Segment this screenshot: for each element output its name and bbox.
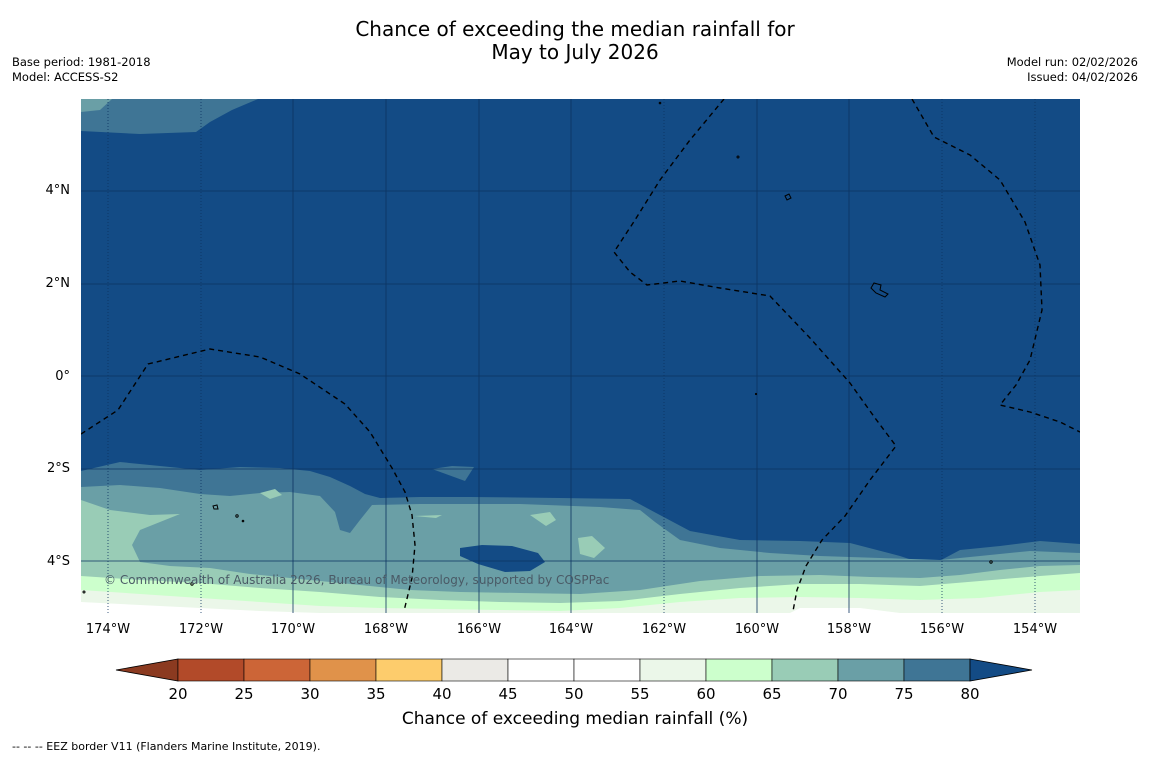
x-tick-label: 172°W <box>178 622 224 637</box>
island-swains <box>212 504 219 510</box>
eez-border-central <box>613 99 897 612</box>
contour-75-top <box>81 99 258 134</box>
colorbar-label: Chance of exceeding median rainfall (%) <box>401 709 749 729</box>
colorbar-tick-label: 30 <box>300 685 320 703</box>
contour-65-patch-a <box>260 489 282 499</box>
attribution-text: © Commonwealth of Australia 2026, Bureau… <box>104 573 609 587</box>
colorbar-tick-label: 55 <box>630 685 650 703</box>
island-samoa <box>190 582 194 586</box>
island-southwest <box>82 590 86 594</box>
footnote: -- -- -- EEZ border V11 (Flanders Marine… <box>12 740 321 753</box>
colorbar-tick-label: 60 <box>696 685 716 703</box>
island-tokelau-b <box>241 519 245 523</box>
contour-75-islet <box>432 466 474 481</box>
x-tick-label: 170°W <box>270 622 316 637</box>
y-tick-label: 4°N <box>45 183 71 198</box>
meta-left: Base period: 1981-2018 Model: ACCESS-S2 <box>12 55 151 85</box>
island-kiritimati <box>870 282 889 298</box>
y-tick-label: 2°N <box>45 276 71 291</box>
colorbar-tick-label: 35 <box>366 685 386 703</box>
colorbar-bin <box>837 658 905 682</box>
chart-title-line2: May to July 2026 <box>491 40 659 64</box>
colorbar-extend-high <box>969 658 1033 682</box>
x-tick-label: 156°W <box>919 622 965 637</box>
x-tick-label: 158°W <box>826 622 872 637</box>
contour-50-south <box>81 602 320 613</box>
colorbar-bin <box>507 658 575 682</box>
colorbar-extend-low <box>115 658 179 682</box>
colorbar-bin <box>309 658 377 682</box>
island-teraina <box>736 155 740 159</box>
colorbar-tick-label: 45 <box>498 685 518 703</box>
x-tick-label: 174°W <box>85 622 131 637</box>
model-run-text: Model run: 02/02/2026 <box>1006 55 1138 69</box>
colorbar-bin <box>441 658 509 682</box>
y-tick-label: 4°S <box>46 554 70 569</box>
island-jarvis <box>754 392 758 396</box>
eez-border-east <box>911 99 1080 433</box>
colorbar-bin <box>243 658 311 682</box>
colorbar-tick-label: 70 <box>828 685 848 703</box>
colorbar-tick-label: 75 <box>894 685 914 703</box>
island-tabuaeran <box>784 193 792 201</box>
colorbar <box>115 658 1033 682</box>
y-tick-label: 0° <box>55 369 70 384</box>
map-area: © Commonwealth of Australia 2026, Bureau… <box>81 99 1080 613</box>
island-kingman <box>658 101 662 105</box>
contour-70-top <box>81 99 112 112</box>
y-tick-label: 2°S <box>46 461 70 476</box>
colorbar-bin <box>771 658 839 682</box>
model-text: Model: ACCESS-S2 <box>12 70 119 84</box>
colorbar-tick-label: 40 <box>432 685 452 703</box>
colorbar-bin <box>705 658 773 682</box>
colorbar-bin <box>177 658 245 682</box>
islands <box>82 101 993 594</box>
gridlines <box>81 99 1080 613</box>
chart-title-line1: Chance of exceeding the median rainfall … <box>355 17 795 41</box>
contour-65-patch-b <box>530 512 556 526</box>
meta-right: Model run: 02/02/2026 Issued: 04/02/2026 <box>1007 55 1138 85</box>
contour-65-patch-d <box>414 515 442 518</box>
colorbar-tick-label: 20 <box>168 685 188 703</box>
colorbar-bin <box>573 658 641 682</box>
chart-title: Chance of exceeding the median rainfall … <box>0 18 1150 64</box>
colorbar-bin <box>639 658 707 682</box>
colorbar-bin <box>375 658 443 682</box>
x-tick-label: 166°W <box>456 622 502 637</box>
x-tick-label: 154°W <box>1012 622 1058 637</box>
issued-text: Issued: 04/02/2026 <box>1027 70 1138 84</box>
island-east <box>989 560 993 564</box>
colorbar-tick-label: 65 <box>762 685 782 703</box>
x-tick-label: 164°W <box>548 622 594 637</box>
eez-borders <box>81 99 1080 612</box>
x-tick-label: 168°W <box>363 622 409 637</box>
contour-80-pocket <box>460 545 545 572</box>
colorbar-tick-label: 25 <box>234 685 254 703</box>
contour-65-patch-c <box>578 536 605 558</box>
island-tokelau <box>235 514 239 518</box>
x-tick-label: 162°W <box>641 622 687 637</box>
colorbar-tick-label: 50 <box>564 685 584 703</box>
x-tick-label: 160°W <box>734 622 780 637</box>
contour-55-south <box>81 590 1080 613</box>
colorbar-tick-label: 80 <box>960 685 980 703</box>
contour-50-south-east <box>790 608 900 613</box>
eez-border-west <box>81 348 416 612</box>
colorbar-bin <box>903 658 971 682</box>
base-period-text: Base period: 1981-2018 <box>12 55 151 69</box>
